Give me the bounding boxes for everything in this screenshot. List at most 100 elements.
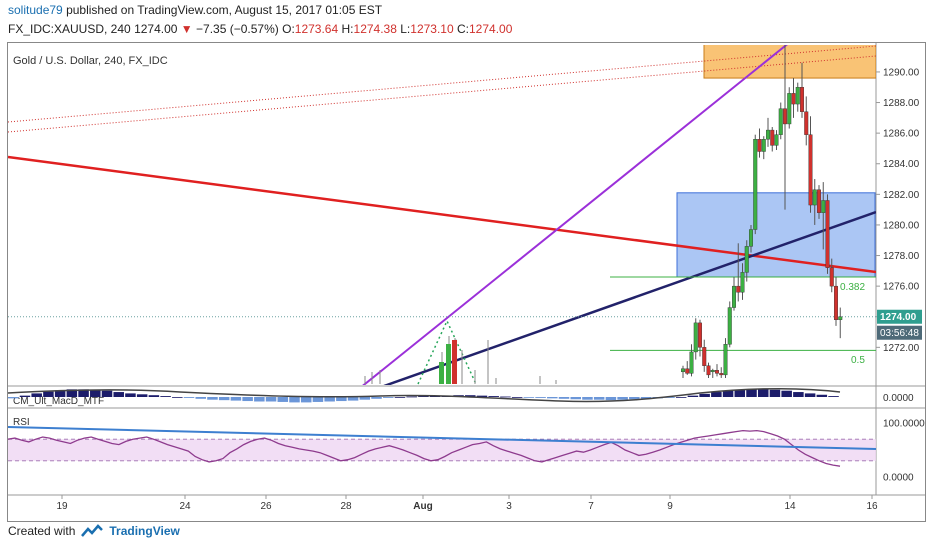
candle [693,322,698,353]
rsi-trendline [7,426,877,450]
rsi-label: RSI [13,417,30,428]
close-value: 1274.00 [469,22,513,36]
candle [774,134,779,146]
macd-bar [488,396,499,397]
macd-axis-label: 0.0000 [883,393,914,404]
macd-bar [699,393,710,397]
macd-bar [359,397,371,400]
candle [829,267,834,287]
candle [804,111,809,135]
macd-bar [476,395,488,397]
candle [821,200,826,213]
macd-bar [183,397,195,398]
macd-bar [90,389,101,397]
candle [753,139,758,230]
high-label: H: [341,22,354,36]
macd-bar [547,397,558,399]
macd-bar [312,397,324,402]
price-tick-label: 1272.00 [883,343,920,354]
candle [812,189,817,206]
macd-bar [816,394,828,397]
candle [727,307,732,345]
macd-bar [722,390,734,397]
open-label: O: [282,22,295,36]
rsi-axis-label: 100.0000 [883,419,925,430]
last-price: 1274.00 [134,22,178,36]
main-pane [8,45,876,385]
time-tick-label: 7 [588,501,594,512]
candle [766,129,771,140]
candle [740,272,745,293]
candle [757,139,762,152]
macd-bar [629,397,640,400]
macd-bar [8,397,19,399]
macd-bar [394,397,406,398]
macd-bar [113,392,124,397]
candle [698,322,703,348]
macd-label: CM_Ult_MacD_MTF [13,396,104,407]
candle [795,87,800,105]
price-tick-label: 1290.00 [883,67,920,78]
candle [732,285,737,308]
candle [744,246,749,273]
rsi-axis-label: 0.0000 [883,473,914,484]
fib-label-05: 0.5 [851,355,865,366]
macd-bar [793,392,804,397]
candle [838,316,843,320]
candle [770,129,775,146]
macd-bar [664,397,675,398]
macd-bar [734,389,746,397]
macd-bar [769,389,781,397]
chart-title: Gold / U.S. Dollar, 240, FX_IDC [13,55,168,67]
candle [723,344,728,376]
time-tick-label: 26 [260,501,272,512]
macd-bar [207,397,218,400]
price-tick-label: 1284.00 [883,159,920,170]
macd-bar [500,396,511,398]
macd-bar [336,397,347,402]
change-value: −7.35 (−0.57%) [196,22,279,36]
rsi-band [8,439,876,461]
author-link[interactable]: solitude79 [8,3,63,17]
candle [817,189,822,213]
price-tick-label: 1278.00 [883,251,920,262]
price-tick-label: 1282.00 [883,190,920,201]
candle [761,139,766,152]
macd-bar [675,397,687,398]
down-arrow-icon: ▼ [180,22,193,36]
time-tick-label: Aug [413,501,432,512]
macd-bar [687,395,699,397]
open-value: 1273.64 [294,22,339,36]
macd-bar [746,389,757,397]
tradingview-brand[interactable]: TradingView [109,524,180,538]
candle [689,351,694,374]
candle [783,108,788,125]
footer: Created with TradingView [8,524,180,538]
price-tick-label: 1280.00 [883,220,920,231]
pattern-triangle [417,319,477,385]
macd-bar [711,392,722,397]
macd-bar [19,395,31,397]
fib-label-0382: 0.382 [840,282,865,293]
macd-bar [324,397,335,402]
macd-bar [523,397,535,398]
channel-line-lower [8,55,876,133]
macd-line [7,387,841,403]
low-value: 1273.10 [410,22,454,36]
last-price-badge-label: 1274.00 [880,312,917,323]
tradingview-logo-icon [81,524,104,537]
close-label: C: [457,22,469,36]
macd-bar [582,397,593,400]
channel-line-upper [8,45,876,123]
countdown-label: 03:56:48 [880,328,919,339]
macd-bar [828,396,839,397]
macd-bar [265,397,277,402]
navy-trendline [383,210,876,385]
time-tick-label: 19 [56,501,68,512]
macd-bar [101,390,113,397]
macd-bar [465,395,476,397]
candle [825,200,830,268]
macd-bar [230,397,242,401]
macd-bar [347,397,359,401]
